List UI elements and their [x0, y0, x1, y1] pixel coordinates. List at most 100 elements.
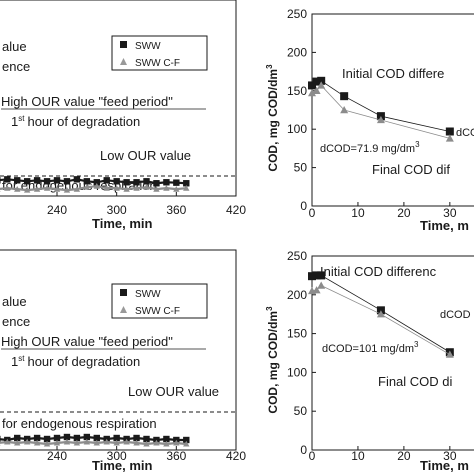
point-sww-cf [33, 439, 41, 446]
point-sww-cf [163, 440, 170, 447]
point-sww-cf [4, 438, 11, 445]
point-sww [0, 177, 1, 184]
y-ticks: 0 50 100 150 200 250 [287, 249, 316, 457]
point-sww [113, 178, 120, 185]
x-tick-label: 10 [351, 449, 365, 463]
y-axis-label: COD, mg COD/dm3 [265, 306, 280, 414]
annotation-feed-period: High OUR value "feed period" [1, 94, 173, 109]
point-sww-cf [133, 184, 140, 191]
y-tick-label: 100 [287, 365, 307, 379]
point-sww-cf [53, 439, 61, 446]
plot-frame [311, 255, 474, 451]
point-sww-cf [445, 350, 454, 358]
point-sww-cf [123, 438, 130, 445]
y-tick-label: 150 [287, 84, 307, 98]
point-sww [317, 76, 326, 85]
point-sww [83, 433, 91, 441]
point-sww [308, 272, 316, 281]
annotation-initial-cod: Initial COD differenc [320, 264, 437, 279]
point-sww-cf [376, 310, 385, 318]
annotation-partial-value: alue [2, 294, 27, 309]
point-sww-cf [0, 190, 1, 192]
point-sww [93, 179, 100, 186]
point-sww-cf [153, 185, 160, 192]
point-sww-cf [183, 440, 190, 447]
x-tick-label: 240 [47, 203, 67, 217]
point-sww [93, 434, 100, 442]
point-sww [63, 178, 71, 185]
x-tick-label: 10 [351, 206, 365, 220]
y-axis-label: COD, mg COD/dm3 [265, 64, 280, 172]
point-sww-cf [43, 440, 51, 447]
point-sww-cf [340, 106, 349, 114]
x-tick-label: 360 [166, 203, 186, 217]
legend-label-sww-cf: SWW C-F [135, 306, 180, 317]
x-tick-label: 30 [443, 449, 457, 463]
y-tick-label: 200 [287, 288, 307, 302]
point-sww-cf [43, 184, 51, 191]
x-ticks: 0 10 20 30 [309, 446, 457, 463]
annotation-low-our: Low OUR value [128, 384, 219, 399]
y-tick-label: 250 [287, 249, 307, 263]
x-ticks: 240 300 360 420 [47, 192, 246, 217]
annotation-bg [0, 416, 140, 430]
point-sww [14, 177, 21, 184]
point-sww-cf [33, 185, 41, 192]
point-sww-cf [312, 286, 321, 294]
annotation-first-hour: 1st hour of degradation [11, 354, 140, 369]
legend-label-sww-cf: SWW C-F [135, 58, 180, 69]
point-sww-cf [312, 86, 321, 94]
x-tick-label: 300 [107, 449, 127, 463]
plot-frame [311, 13, 474, 207]
point-sww [103, 177, 110, 184]
point-sww [43, 178, 51, 185]
y-ticks: 0 50 100 150 200 250 [287, 7, 316, 213]
annotation-endogenous: for endogenous respiration [2, 416, 157, 431]
point-sww-cf [23, 186, 31, 193]
y-tick-label: 100 [287, 122, 307, 136]
legend-marker-triangle [120, 58, 127, 65]
annotation-first-hour: 1st hour of degradation [11, 114, 140, 129]
point-sww [163, 435, 170, 443]
point-sww-cf [63, 186, 71, 193]
x-axis-label: Time, min [92, 458, 153, 473]
x-axis-label: Time, m [420, 218, 469, 233]
point-sww-cf [317, 281, 326, 289]
point-sww-cf [23, 438, 31, 445]
point-sww-cf [103, 438, 110, 445]
legend-box [111, 283, 208, 319]
point-sww-cf [163, 184, 170, 191]
point-sww [183, 436, 190, 444]
point-sww-cf [317, 81, 326, 89]
point-sww [312, 271, 321, 280]
legend-marker-square [120, 289, 127, 296]
annotation-final-cod: Final COD dif [372, 162, 450, 177]
point-sww-cf [173, 439, 180, 446]
annotation-partial-difference: ence [2, 314, 30, 329]
series-line-sww [311, 80, 450, 132]
x-ticks: 0 10 20 30 [309, 202, 457, 220]
panel-top-left: alue ence SWW SWW C-F High OUR value "fe… [0, 0, 246, 231]
point-sww-cf [376, 115, 385, 124]
data-marks [308, 76, 454, 142]
point-sww [183, 180, 190, 187]
point-sww [83, 178, 91, 185]
point-sww [173, 179, 180, 186]
point-sww-cf [73, 439, 81, 446]
point-sww-cf [123, 185, 130, 192]
legend: SWW SWW C-F [111, 35, 208, 71]
point-sww-cf [93, 183, 100, 189]
point-sww [53, 434, 61, 442]
annotation-partial-difference: ence [2, 59, 30, 74]
data-marks [0, 433, 190, 447]
point-sww-cf [4, 184, 11, 191]
point-sww [133, 434, 140, 442]
point-sww [163, 179, 170, 186]
point-sww-cf [133, 439, 140, 446]
point-sww [113, 434, 120, 442]
point-sww [445, 127, 454, 136]
y-tick-label: 50 [294, 404, 308, 418]
data-marks [0, 176, 190, 193]
